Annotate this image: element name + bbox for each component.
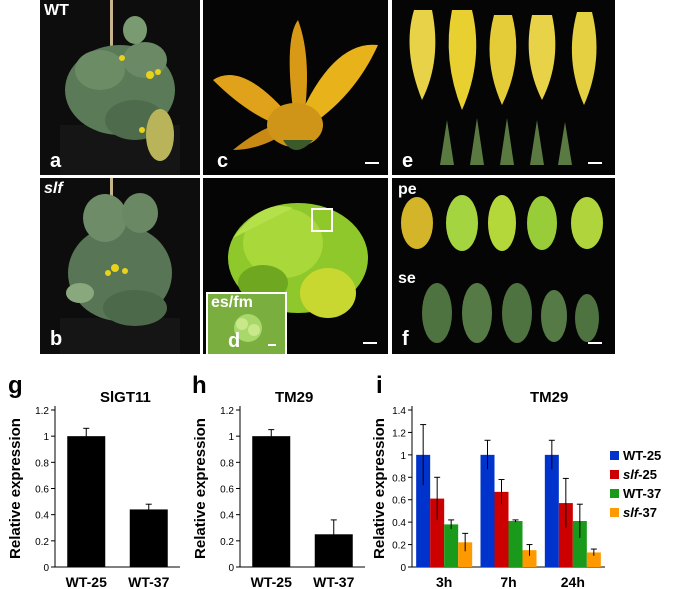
y-tick-label: 0.6 <box>35 485 49 496</box>
y-tick-label: 0.2 <box>392 541 406 552</box>
x-tick-label: 3h <box>436 574 452 589</box>
chart-title: SlGT11 <box>100 389 151 406</box>
legend-entry: slf-37 <box>623 505 657 520</box>
slf-organs-image <box>392 178 615 354</box>
y-tick-label: 0.8 <box>220 458 234 469</box>
y-tick-label: 0.6 <box>220 485 234 496</box>
y-tick-label: 1.2 <box>220 406 234 417</box>
bar <box>480 454 495 567</box>
y-tick-label: 0.8 <box>35 458 49 469</box>
scale-bar-inset <box>268 344 276 346</box>
panel-label-d: d <box>228 330 241 352</box>
scale-bar-f <box>588 342 602 344</box>
panel-label-f: f <box>402 328 409 350</box>
legend-swatch <box>610 489 619 498</box>
bar <box>129 509 168 567</box>
y-tick-label: 1.4 <box>392 406 406 417</box>
bar <box>586 552 601 567</box>
y-tick-label: 1.2 <box>392 428 406 439</box>
photo-panel-f: pe se f <box>392 178 615 354</box>
y-axis-label: Relative expression <box>7 418 24 559</box>
y-tick-label: 0.8 <box>392 473 406 484</box>
y-tick-label: 0.4 <box>392 518 406 529</box>
y-tick-label: 0.4 <box>220 511 234 522</box>
scale-bar-e <box>588 162 602 164</box>
y-tick-label: 0.2 <box>35 537 49 548</box>
inset-panel: es/fm d <box>206 292 287 354</box>
bar <box>430 498 445 567</box>
wt-organs-image <box>392 0 615 175</box>
panel-label-a: a <box>50 150 62 172</box>
y-tick-label: 1.2 <box>35 406 49 417</box>
wt-flower-image <box>203 0 388 175</box>
chart-title: TM29 <box>275 389 313 406</box>
bar <box>558 503 573 567</box>
petal-label: pe <box>398 181 417 198</box>
chart-title: TM29 <box>530 389 568 406</box>
photo-panel-c: c <box>203 0 388 175</box>
chart-g-slgt11: SlGT11 Relative expression 0 0.2 0.4 0.6 0.8 1 1… <box>7 389 180 589</box>
x-tick-label: WT-37 <box>313 574 354 589</box>
zoom-box <box>311 208 333 232</box>
y-tick-label: 1 <box>228 432 234 443</box>
bar <box>522 550 537 567</box>
inset-label: es/fm <box>211 294 253 311</box>
legend-swatch <box>610 508 619 517</box>
legend-entry: WT-25 <box>623 448 661 463</box>
y-tick-label: 0 <box>400 563 406 574</box>
bar <box>494 491 509 567</box>
plant-slf-image <box>40 178 200 354</box>
photo-panel-b: slf b <box>40 178 200 354</box>
photo-panel-e: e <box>392 0 615 175</box>
bar <box>252 436 291 567</box>
photo-panel-d: es/fm d <box>203 178 388 354</box>
chart-label-g: g <box>8 372 23 399</box>
bar <box>572 521 587 567</box>
bar <box>444 524 459 567</box>
genotype-label-wt: WT <box>44 2 69 19</box>
legend-swatch <box>610 470 619 479</box>
y-tick-label: 0 <box>228 563 234 574</box>
panel-label-b: b <box>50 328 63 350</box>
y-axis-label: Relative expression <box>192 418 209 559</box>
chart-h-tm29: TM29 Relative expression 0 0.2 0.4 0.6 0.8 1 1.2… <box>192 389 365 589</box>
bar <box>458 542 473 567</box>
chart-label-h: h <box>192 372 207 399</box>
scale-bar-c <box>365 162 379 164</box>
x-tick-label: WT-25 <box>251 574 292 589</box>
legend-entry: slf-25 <box>623 467 657 482</box>
bar <box>416 454 431 567</box>
x-tick-label: 24h <box>561 574 585 589</box>
legend-swatch <box>610 451 619 460</box>
y-axis-label: Relative expression <box>371 418 388 559</box>
plant-wt-image <box>40 0 200 175</box>
y-tick-label: 0 <box>43 563 49 574</box>
y-tick-label: 1 <box>400 451 406 462</box>
scale-bar-d <box>363 342 377 344</box>
chart-label-i: i <box>376 372 383 399</box>
panel-label-e: e <box>402 150 414 172</box>
photo-panel-a: WT a <box>40 0 200 175</box>
sepal-label: se <box>398 270 416 287</box>
genotype-label-slf: slf <box>44 180 63 197</box>
bar <box>67 436 106 567</box>
chart-i-tm29-timecourse: TM29 Relative expression 0 0.2 0.4 0.6 0.8 1 1.2… <box>371 389 661 589</box>
y-tick-label: 1 <box>43 432 49 443</box>
panel-label-c: c <box>217 150 229 172</box>
x-tick-label: WT-37 <box>128 574 169 589</box>
bar <box>544 454 559 567</box>
bar <box>508 521 523 567</box>
x-tick-label: 7h <box>500 574 516 589</box>
y-tick-label: 0.4 <box>35 511 49 522</box>
y-tick-label: 0.2 <box>220 537 234 548</box>
legend-entry: WT-37 <box>623 486 661 501</box>
y-tick-label: 0.6 <box>392 496 406 507</box>
x-tick-label: WT-25 <box>66 574 107 589</box>
